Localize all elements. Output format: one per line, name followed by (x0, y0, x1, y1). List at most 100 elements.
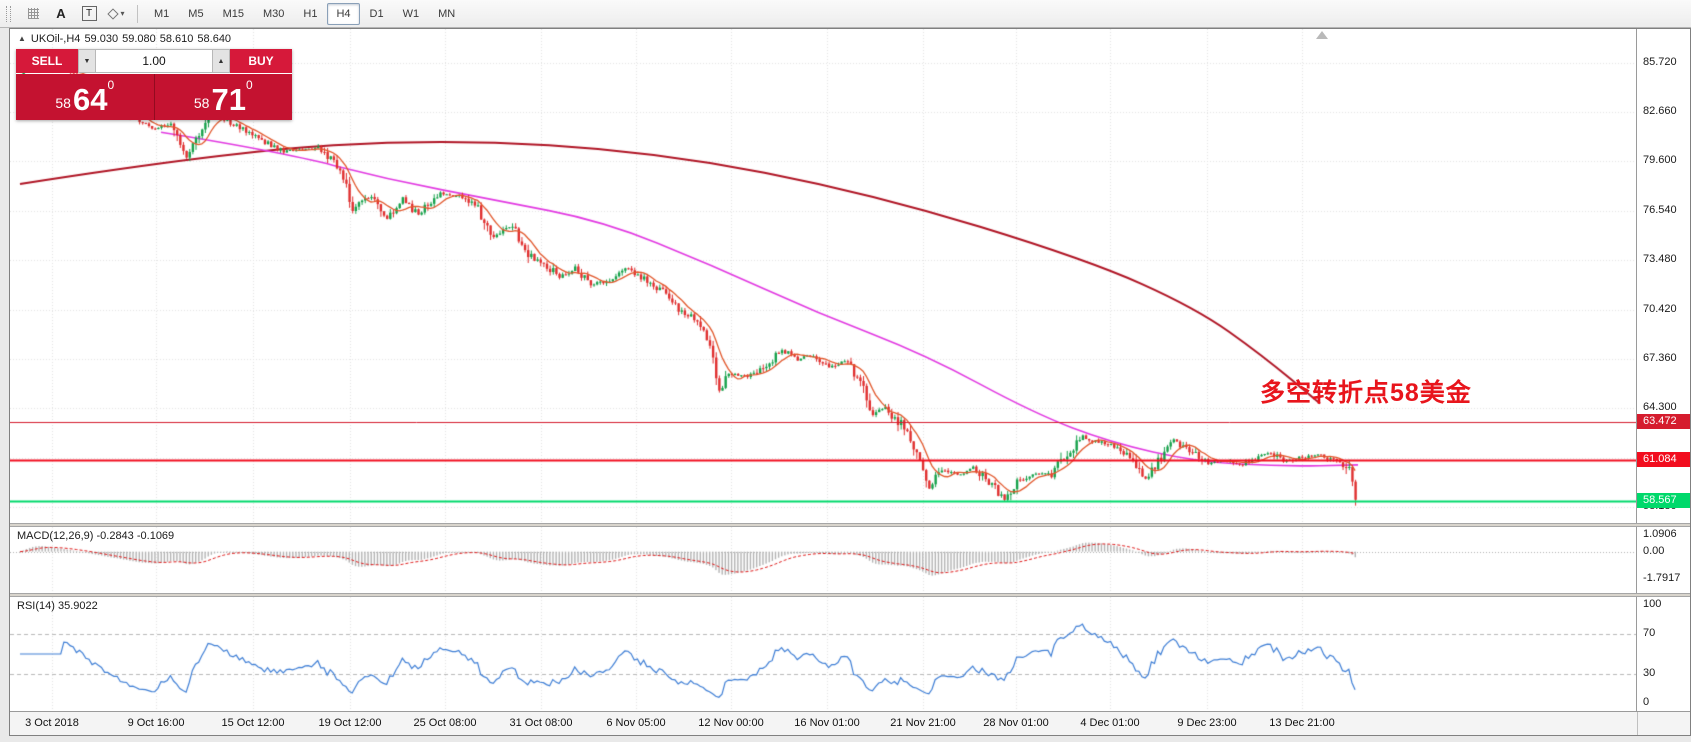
timeframe-mn[interactable]: MN (429, 3, 464, 25)
main-price-pane: ▲ UKOil-,H4 59.030 59.080 58.610 58.640 SELL … (10, 29, 1690, 523)
chevron-down-icon: ▾ (120, 9, 125, 18)
rsi-canvas[interactable] (10, 597, 1636, 711)
time-label: 13 Dec 21:00 (1269, 717, 1335, 729)
chart-header: ▲ UKOil-,H4 59.030 59.080 58.610 58.640 (18, 33, 235, 45)
price-divider (153, 74, 155, 120)
toolbar-grip[interactable] (6, 5, 11, 22)
volume-increase-button[interactable]: ▲ (212, 49, 230, 73)
scale-tick: 76.540 (1643, 203, 1677, 216)
macd-value: -0.2843 (96, 530, 134, 542)
bar-low: 58.610 (159, 33, 194, 45)
one-click-trade-widget: SELL ▼ ▲ BUY 58 64 0 58 71 (16, 49, 292, 120)
scale-tick: 30 (1643, 666, 1656, 679)
rsi-scale[interactable]: 100 70 30 0 (1637, 597, 1690, 711)
time-label: 19 Oct 12:00 (318, 717, 382, 729)
timeframe-w1[interactable]: W1 (394, 3, 429, 25)
price-level-badge: 61.084 (1637, 452, 1690, 468)
time-label: 28 Nov 01:00 (983, 717, 1049, 729)
trade-widget-controls: SELL ▼ ▲ BUY (16, 49, 292, 73)
time-axis[interactable]: 3 Oct 2018 9 Oct 16:00 15 Oct 12:00 19 Oct … (10, 711, 1690, 735)
macd-scale[interactable]: 1.0906 0.00 -1.7917 (1637, 527, 1690, 593)
time-label: 6 Nov 05:00 (606, 717, 666, 729)
buy-price-display[interactable]: 58 71 0 (155, 74, 293, 120)
timeframe-m15[interactable]: M15 (214, 3, 253, 25)
timeframe-m5[interactable]: M5 (179, 3, 212, 25)
letter-t-glyph: T (81, 6, 97, 21)
shape-glyph (107, 7, 120, 20)
buy-button[interactable]: BUY (230, 49, 292, 73)
bar-open: 59.030 (84, 33, 119, 45)
macd-pane-body: MACD(12,26,9) -0.2843 -0.1069 (10, 527, 1637, 593)
scale-tick: 0 (1643, 696, 1650, 708)
macd-canvas[interactable] (10, 527, 1636, 593)
pane-splitter-2[interactable] (10, 593, 1690, 597)
timeframe-m30[interactable]: M30 (254, 3, 293, 25)
macd-pane: MACD(12,26,9) -0.2843 -0.1069 1.0906 0.00… (10, 527, 1690, 593)
buy-price-pips: 71 (211, 82, 246, 117)
time-label: 9 Oct 16:00 (127, 717, 185, 729)
bar-close: 58.640 (197, 33, 232, 45)
scale-tick: 79.600 (1643, 154, 1677, 167)
sell-price-main: 58 (55, 95, 71, 111)
volume-input[interactable] (96, 49, 212, 73)
scale-tick: 73.480 (1643, 253, 1677, 266)
scale-tick: 70 (1643, 627, 1656, 640)
buy-price-point: 0 (245, 78, 253, 92)
price-level-badge: 58.567 (1637, 492, 1690, 508)
scale-tick: 70.420 (1643, 302, 1677, 315)
scale-tick: 100 (1643, 598, 1662, 610)
timeframe-d1[interactable]: D1 (361, 3, 393, 25)
text-tool-icon[interactable]: A (48, 3, 74, 25)
time-label: 25 Oct 08:00 (413, 717, 477, 729)
volume-decrease-button[interactable]: ▼ (78, 49, 96, 73)
letter-a-glyph: A (56, 6, 66, 21)
time-label: 4 Dec 01:00 (1080, 717, 1140, 729)
chart-shift-marker[interactable] (1316, 31, 1328, 39)
symbol-label: UKOil-,H4 (30, 33, 81, 45)
time-axis-corner (1637, 712, 1690, 735)
time-label: 31 Oct 08:00 (509, 717, 573, 729)
time-label: 9 Dec 23:00 (1177, 717, 1237, 729)
sell-price-pips: 64 (72, 82, 108, 117)
time-label: 16 Nov 01:00 (794, 717, 860, 729)
shapes-dropdown-icon[interactable]: ▾ (104, 3, 130, 25)
time-label: 3 Oct 2018 (25, 717, 79, 729)
main-pane-body: ▲ UKOil-,H4 59.030 59.080 58.610 58.640 SELL … (10, 29, 1637, 523)
collapse-trade-panel-icon[interactable]: ▲ (18, 34, 26, 43)
sell-button[interactable]: SELL (16, 49, 78, 73)
rsi-pane: RSI(14) 35.9022 100 70 30 0 (10, 597, 1690, 711)
trade-widget-prices: 58 64 0 58 71 0 (16, 74, 292, 120)
timeframe-h1[interactable]: H1 (294, 3, 326, 25)
chart-annotation: 多空转折点58美金 (1260, 379, 1472, 407)
price-scale[interactable]: 85.720 82.660 79.600 76.540 73.480 70.420 67.3… (1637, 29, 1690, 523)
scale-tick: 67.360 (1643, 351, 1677, 364)
pane-splitter[interactable] (10, 523, 1690, 527)
timeframe-group: M1 M5 M15 M30 H1 H4 D1 W1 MN (145, 2, 464, 25)
scale-tick: 0.00 (1643, 544, 1665, 557)
time-label: 21 Nov 21:00 (890, 717, 956, 729)
time-label: 12 Nov 00:00 (698, 717, 764, 729)
scale-tick: -1.7917 (1643, 572, 1681, 584)
toolbar: A T ▾ M1 M5 M15 M30 H1 H4 D1 W1 MN (0, 0, 1691, 28)
macd-signal-value: -0.1069 (136, 530, 175, 542)
crosshair-grid-icon[interactable] (20, 3, 46, 25)
buy-price-main: 58 (193, 95, 210, 111)
toolbar-separator (137, 4, 138, 23)
sell-price-point: 0 (107, 78, 115, 92)
rsi-pane-body: RSI(14) 35.9022 (10, 597, 1637, 711)
chart-window: ▲ UKOil-,H4 59.030 59.080 58.610 58.640 SELL … (9, 28, 1691, 736)
text-label-tool-icon[interactable]: T (76, 3, 102, 25)
time-axis-labels: 3 Oct 2018 9 Oct 16:00 15 Oct 12:00 19 Oct … (10, 712, 1637, 735)
scale-tick: 64.300 (1643, 401, 1677, 414)
rsi-value: 35.9022 (57, 600, 98, 612)
scale-tick: 1.0906 (1643, 528, 1677, 540)
timeframe-h4[interactable]: H4 (327, 2, 360, 25)
time-label: 15 Oct 12:00 (221, 717, 285, 729)
timeframe-m1[interactable]: M1 (145, 3, 178, 25)
bar-high: 59.080 (122, 33, 156, 45)
price-level-badge: 63.472 (1637, 413, 1690, 429)
macd-label: MACD(12,26,9) -0.2843 -0.1069 (17, 530, 175, 542)
scale-tick: 85.720 (1643, 55, 1677, 68)
sell-price-display[interactable]: 58 64 0 (16, 74, 154, 120)
scale-tick: 82.660 (1643, 104, 1677, 117)
